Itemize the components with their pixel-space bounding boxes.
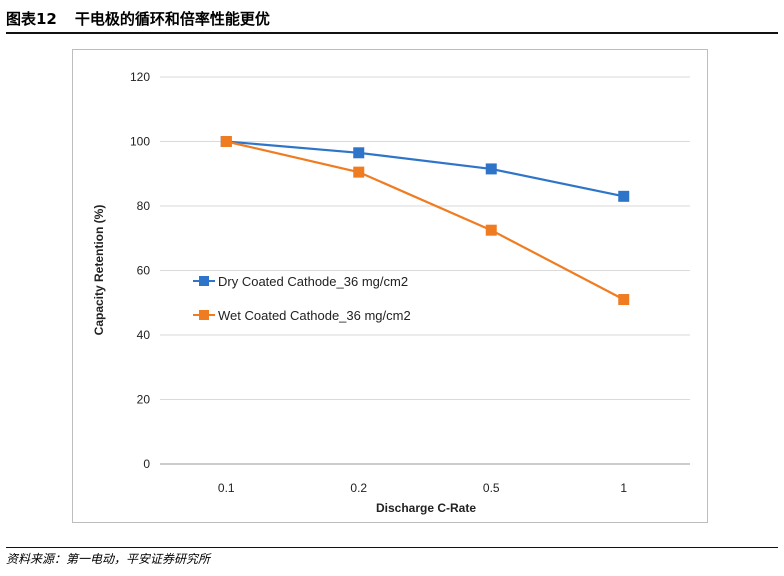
- y-tick-label: 120: [130, 70, 150, 84]
- line-chart: 0 20 40 60 80 100 120 0.1 0.2 0.5 1 Discharge C-Ra…: [92, 70, 690, 515]
- legend-label-wet: Wet Coated Cathode_36 mg/cm2: [218, 308, 411, 323]
- data-point: [485, 224, 497, 236]
- data-point: [485, 163, 497, 175]
- legend-marker-dry: [199, 276, 209, 286]
- series-line-wet: [226, 140, 625, 301]
- y-axis-title: Capacity Retention (%): [92, 205, 106, 336]
- series: [220, 136, 630, 306]
- axes: 0 20 40 60 80 100 120 0.1 0.2 0.5 1: [130, 70, 627, 495]
- data-point: [618, 190, 630, 202]
- y-tick-label: 20: [137, 393, 151, 407]
- x-tick-label: 1: [620, 481, 627, 495]
- y-tick-label: 100: [130, 135, 150, 149]
- x-tick-label: 0.2: [350, 481, 367, 495]
- data-point: [618, 294, 630, 306]
- source-note: 资料来源：第一电动，平安证券研究所: [6, 547, 778, 570]
- y-tick-label: 80: [137, 199, 151, 213]
- y-tick-label: 0: [143, 457, 150, 471]
- data-point: [353, 147, 365, 159]
- x-axis-title: Discharge C-Rate: [376, 501, 476, 515]
- chart-frame: 0 20 40 60 80 100 120 0.1 0.2 0.5 1 Discharge C-Ra…: [72, 49, 708, 523]
- data-point: [353, 166, 365, 178]
- gridlines: [160, 76, 690, 465]
- legend: Dry Coated Cathode_36 mg/cm2 Wet Coated …: [193, 274, 411, 323]
- series-line-dry: [226, 140, 624, 198]
- y-tick-label: 60: [137, 264, 151, 278]
- figure-header: 图表12 干电极的循环和倍率性能更优: [6, 8, 778, 34]
- figure-title: 干电极的循环和倍率性能更优: [74, 10, 270, 28]
- x-tick-label: 0.5: [483, 481, 500, 495]
- data-point: [220, 136, 232, 147]
- legend-marker-wet: [199, 310, 209, 320]
- legend-label-dry: Dry Coated Cathode_36 mg/cm2: [218, 274, 408, 289]
- y-tick-label: 40: [137, 328, 151, 342]
- figure-number: 图表12: [6, 10, 57, 28]
- x-tick-label: 0.1: [218, 481, 235, 495]
